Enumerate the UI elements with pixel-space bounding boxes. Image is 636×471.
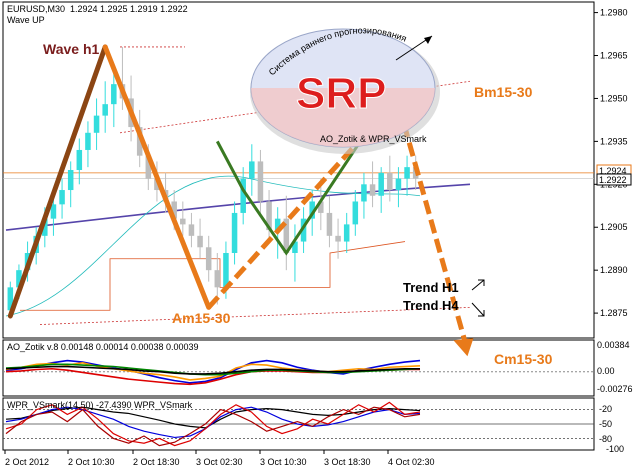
time-tick-label: 4 Oct 02:30	[388, 457, 435, 467]
moving-average-line	[5, 183, 471, 231]
candle-body	[7, 287, 14, 311]
signal-line	[5, 175, 421, 317]
candle-body	[102, 104, 108, 116]
wpr-tick-100: -100	[606, 444, 624, 454]
ao-tick-zero: 0.00	[597, 366, 615, 376]
ao-panel-label: AO_Zotik v.8 0.00148 0.00014 0.00038 0.0…	[7, 342, 198, 352]
candle-body	[309, 201, 315, 219]
candle-body	[136, 127, 143, 156]
wpr-series-line	[5, 406, 421, 447]
time-tick-label: 3 Oct 02:30	[196, 457, 243, 467]
cm-label: Cm15-30	[494, 351, 553, 367]
am-label: Am15-30	[172, 310, 231, 326]
candle-body	[404, 167, 410, 179]
candle-body	[249, 161, 255, 179]
ao-tick-bottom: -0.00276	[597, 384, 633, 394]
current-price-label: 1.2922	[599, 175, 627, 185]
candle-body	[292, 241, 298, 253]
trend-up-arrow-icon	[471, 279, 485, 291]
candle-body	[76, 149, 83, 170]
time-tick-label: 3 Oct 10:30	[260, 457, 307, 467]
candle-body	[59, 190, 65, 205]
price-tick-label: 1.2905	[600, 222, 628, 232]
price-tick-label: 1.2890	[600, 265, 628, 275]
candle-body	[240, 178, 246, 213]
chart-symbol: EURUSD,M30	[7, 4, 65, 14]
current-price-box	[596, 173, 632, 186]
wpr-panel-label: WPR_VSmark(14,50) -27.4390 WPR_VSmark	[7, 400, 193, 410]
candle-body	[93, 115, 100, 133]
candle-body	[283, 218, 290, 253]
candle-body	[395, 178, 402, 191]
candle-body	[335, 235, 341, 242]
wpr-series-line	[5, 401, 421, 447]
candle-body	[111, 84, 117, 105]
candle-body	[67, 170, 74, 191]
wpr-tick-80: -80	[599, 434, 612, 444]
candle-body	[16, 270, 22, 288]
bm-label: Bm15-30	[474, 84, 533, 100]
candle-body	[300, 218, 307, 242]
candle-body	[266, 201, 272, 231]
forecast-arrowhead	[453, 338, 474, 357]
candle-body	[180, 218, 186, 225]
wave-h1-label: Wave h1	[43, 41, 99, 57]
wpr-series-line	[5, 406, 421, 439]
green-wave-line	[215, 109, 383, 256]
candle-body	[85, 132, 91, 150]
candle-body	[352, 201, 359, 225]
candle-body	[387, 172, 393, 191]
candle-body	[188, 224, 195, 236]
candle-body	[214, 270, 221, 288]
forecast-down-line	[396, 103, 470, 351]
candle-body	[197, 235, 203, 248]
wave-h1-down-line	[102, 44, 212, 310]
chart-ohlc: 1.2924 1.2925 1.2919 1.2922	[70, 4, 188, 14]
candle-body	[369, 184, 376, 196]
price-tick-label: 1.2965	[600, 51, 628, 61]
trend-down-arrow-icon	[471, 302, 485, 317]
candle-body	[50, 204, 57, 219]
candle-body	[378, 172, 384, 196]
time-tick-label: 2 Oct 10:30	[68, 457, 115, 467]
marker-price-label: 1.2924	[599, 166, 627, 176]
ao-series-line	[5, 365, 420, 375]
candle-body	[154, 178, 160, 191]
candle-body	[257, 161, 264, 202]
time-tick-label: 2 Oct 18:30	[133, 457, 180, 467]
candle-body	[145, 155, 152, 179]
wpr-tick-20: -20	[599, 404, 612, 414]
candle-body	[326, 212, 333, 236]
price-tick-label: 1.2950	[600, 93, 628, 103]
candle-body	[274, 218, 281, 231]
wave-h1-up-line	[7, 44, 108, 319]
time-tick-label: 2 Oct 2012	[5, 457, 49, 467]
srp-logo: Система раннего прогнозирования SRP AO_Z…	[250, 25, 440, 154]
logo-big-text: SRP	[296, 69, 386, 118]
logo-caption: AO_Zotik & WPR_VSmark	[320, 134, 427, 144]
candle-body	[223, 253, 229, 288]
indicator-name: Wave UP	[7, 15, 45, 25]
trend-h1-label: Trend H1	[403, 280, 459, 295]
candle-body	[231, 212, 238, 253]
trend-h4-label: Trend H4	[403, 298, 459, 313]
wpr-tick-50: -50	[599, 419, 612, 429]
price-tick-label: 1.2980	[600, 8, 628, 18]
ao-tick-top: 0.00384	[597, 340, 630, 350]
candle-body	[343, 224, 350, 242]
candle-body	[171, 201, 177, 219]
candle-body	[361, 184, 367, 202]
time-tick-label: 3 Oct 18:30	[324, 457, 371, 467]
candle-body	[205, 247, 212, 271]
price-tick-label: 1.2875	[600, 308, 628, 318]
price-tick-label: 1.2935	[600, 136, 628, 146]
candle-body	[42, 218, 48, 236]
candle-body	[318, 201, 324, 213]
